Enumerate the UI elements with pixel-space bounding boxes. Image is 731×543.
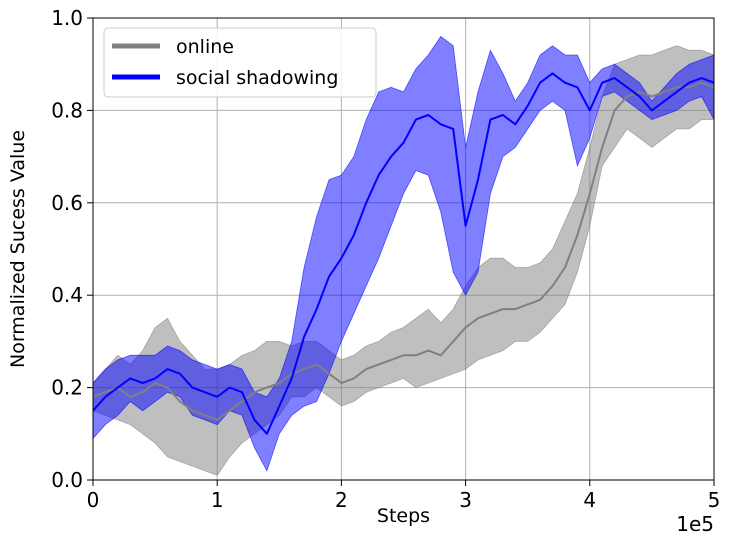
- y-tick-label: 0.6: [51, 191, 83, 215]
- y-tick-label: 0.2: [51, 376, 83, 400]
- y-tick-label: 1.0: [51, 6, 83, 30]
- x-tick-label: 3: [459, 488, 472, 512]
- line-online: [92, 81, 715, 421]
- y-axis-label: Normalized Sucess Value: [7, 130, 29, 368]
- y-tick-label: 0.4: [51, 283, 83, 307]
- plot-frame: [92, 17, 715, 481]
- x-tick-label: 5: [708, 488, 721, 512]
- series-lines: [92, 72, 715, 435]
- line-social-shadowing: [92, 72, 715, 435]
- y-tick-label: 0.8: [51, 98, 83, 122]
- legend: online social shadowing: [103, 27, 377, 98]
- x-tick-label: 1: [211, 488, 224, 512]
- x-tick-label: 2: [335, 488, 348, 512]
- legend-box: [103, 27, 377, 98]
- legend-label-online: online: [176, 36, 234, 58]
- x-offset-label: 1e5: [676, 512, 714, 536]
- x-tick-label: 4: [583, 488, 596, 512]
- x-axis-label: Steps: [377, 505, 430, 527]
- legend-label-social-shadowing: social shadowing: [176, 67, 338, 89]
- axis-ticks: 0 1 2 3 4 5 0.0 0.2 0.4 0.6 0.8 1.0: [51, 6, 720, 512]
- y-tick-label: 0.0: [51, 468, 83, 492]
- x-tick-label: 0: [87, 488, 100, 512]
